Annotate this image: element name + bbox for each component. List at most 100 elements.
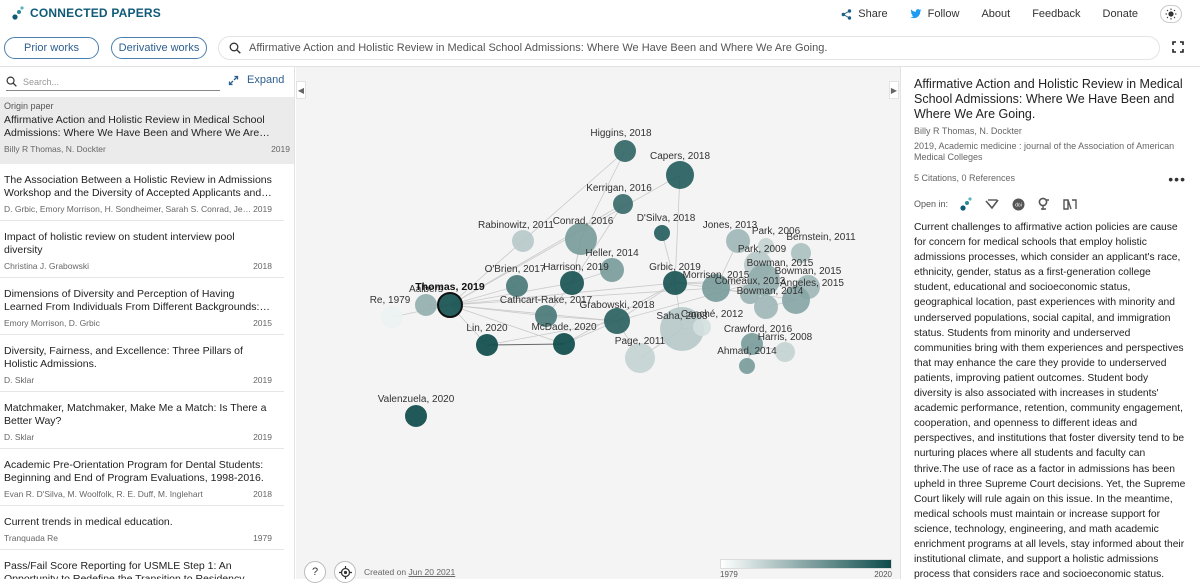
list-item[interactable]: Diversity, Fairness, and Excellence: Thr… xyxy=(0,335,284,392)
graph-node[interactable] xyxy=(654,225,670,241)
fullscreen-button[interactable] xyxy=(1172,40,1184,58)
graph-node-label: Bowman, 2014 xyxy=(737,286,804,297)
help-button[interactable]: ? xyxy=(304,561,326,583)
share-button[interactable]: Share xyxy=(841,8,888,20)
follow-label: Follow xyxy=(927,8,960,20)
paper-title: Academic Pre-Orientation Program for Den… xyxy=(4,459,264,484)
graph-node[interactable] xyxy=(600,258,624,282)
graph-edge xyxy=(449,282,676,306)
more-options-icon[interactable]: ••• xyxy=(1168,171,1186,187)
graph-node-label: O'Brien, 2017 xyxy=(485,264,546,275)
graph-node-label: Crawford, 2016 xyxy=(724,324,793,335)
donate-link[interactable]: Donate xyxy=(1102,8,1138,20)
graph-node[interactable] xyxy=(381,306,403,328)
graph-node[interactable] xyxy=(560,271,584,295)
graph-node[interactable] xyxy=(726,229,750,253)
paper-authors: Christina J. Grabowski xyxy=(4,261,90,271)
semantic-scholar-icon[interactable] xyxy=(984,197,1000,211)
graph-node[interactable] xyxy=(437,292,463,318)
list-search-input[interactable]: Search... xyxy=(6,73,220,91)
graph-edge xyxy=(449,304,618,322)
graph-node[interactable] xyxy=(775,342,795,362)
expand-button[interactable]: Expand xyxy=(228,74,284,86)
graph-node[interactable] xyxy=(476,334,498,356)
graph-node-label: Morrison, 2015 xyxy=(683,270,750,281)
locate-button[interactable] xyxy=(334,561,356,583)
graph-node[interactable] xyxy=(565,223,597,255)
graph-node-label: Rabinowitz, 2011 xyxy=(478,220,554,231)
graph-edge xyxy=(616,279,765,322)
graph-node[interactable] xyxy=(663,271,687,295)
graph-node[interactable] xyxy=(506,275,528,297)
follow-button[interactable]: Follow xyxy=(909,8,960,20)
graph-node[interactable] xyxy=(741,333,763,355)
graph-node[interactable] xyxy=(535,305,557,327)
collapse-right-button[interactable]: ▶ xyxy=(889,81,899,99)
graph-node[interactable] xyxy=(625,343,655,373)
share-icon xyxy=(841,8,852,20)
graph-node[interactable] xyxy=(740,284,760,304)
expand-label: Expand xyxy=(247,74,285,86)
graph-node[interactable] xyxy=(693,318,711,336)
list-item[interactable]: Pass/Fail Score Reporting for USMLE Step… xyxy=(0,550,284,579)
sun-icon xyxy=(1165,8,1177,20)
graph-node[interactable] xyxy=(613,194,633,214)
graph-node[interactable] xyxy=(754,295,778,319)
derivative-works-button[interactable]: Derivative works xyxy=(111,37,207,59)
connected-papers-icon[interactable] xyxy=(958,197,974,211)
list-item[interactable]: Academic Pre-Orientation Program for Den… xyxy=(0,449,284,506)
year-legend: 1979 2020 xyxy=(720,559,892,579)
origin-authors: Billy R Thomas, N. Dockter xyxy=(4,144,106,154)
graph-node[interactable] xyxy=(405,405,427,427)
google-scholar-icon[interactable] xyxy=(1036,197,1052,211)
graph-node[interactable] xyxy=(791,243,811,263)
created-date-link[interactable]: Jun 20 2021 xyxy=(408,567,456,577)
graph-node[interactable] xyxy=(739,358,755,374)
graph-node[interactable] xyxy=(614,140,636,162)
list-item[interactable]: Current trends in medical education. Tra… xyxy=(0,506,284,550)
list-item[interactable]: Dimensions of Diversity and Perception o… xyxy=(0,278,284,335)
feedback-link[interactable]: Feedback xyxy=(1032,8,1081,20)
paper-authors: D. Sklar xyxy=(4,432,35,442)
origin-paper[interactable]: Origin paper Affirmative Action and Holi… xyxy=(0,97,294,164)
library-icon[interactable] xyxy=(1062,197,1078,211)
detail-citations: 5 Citations, 0 References xyxy=(914,173,1016,183)
created-label: Created on xyxy=(364,567,407,577)
list-item[interactable]: Matchmaker, Matchmaker, Make Me a Match:… xyxy=(0,392,284,449)
list-item[interactable]: The Association Between a Holistic Revie… xyxy=(0,164,284,221)
detail-abstract: Current challenges to affirmative action… xyxy=(914,222,1186,579)
graph-edge xyxy=(674,174,681,284)
target-icon xyxy=(338,565,352,579)
paper-detail-panel: Affirmative Action and Holistic Review i… xyxy=(900,67,1200,579)
graph-node[interactable] xyxy=(702,274,730,302)
graph-canvas[interactable]: Higgins, 2018 Capers, 2018 Kerrigan, 2016 D… xyxy=(296,67,900,583)
graph-node-label: Thomas, 2019 xyxy=(415,281,485,293)
created-on: Created on Jun 20 2021 xyxy=(364,567,455,577)
collapse-left-button[interactable]: ◀ xyxy=(296,81,306,99)
graph-node[interactable] xyxy=(660,307,704,351)
graph-node-label: Page, 2011 xyxy=(615,336,666,347)
graph-node[interactable] xyxy=(758,238,774,254)
graph-node[interactable] xyxy=(782,286,810,314)
graph-node[interactable] xyxy=(666,161,694,189)
citation-graph[interactable]: Higgins, 2018 Capers, 2018 Kerrigan, 2016 D… xyxy=(296,67,900,579)
paper-authors: D. Grbic, Emory Morrison, H. Sondheimer,… xyxy=(4,204,254,214)
graph-node[interactable] xyxy=(553,333,575,355)
graph-nodes xyxy=(381,140,820,427)
about-link[interactable]: About xyxy=(981,8,1011,20)
paper-search-input[interactable]: Affirmative Action and Holistic Review i… xyxy=(218,36,1160,60)
paper-title: Current trends in medical education. xyxy=(4,516,173,528)
paper-title: The Association Between a Holistic Revie… xyxy=(4,174,272,199)
paper-list: The Association Between a Holistic Revie… xyxy=(0,164,294,579)
graph-node[interactable] xyxy=(415,294,437,316)
list-item[interactable]: Impact of holistic review on student int… xyxy=(0,221,284,278)
prior-works-button[interactable]: Prior works xyxy=(4,37,99,59)
graph-node[interactable] xyxy=(512,230,534,252)
theme-toggle[interactable] xyxy=(1160,5,1182,23)
search-value: Affirmative Action and Holistic Review i… xyxy=(249,42,828,54)
top-nav: Share Follow About Feedback Donate xyxy=(841,5,1182,23)
graph-node-label: Lin, 2020 xyxy=(466,323,508,334)
brand-logo[interactable]: CONNECTED PAPERS xyxy=(12,6,161,20)
doi-icon[interactable]: doi xyxy=(1010,197,1026,211)
graph-node[interactable] xyxy=(604,308,630,334)
